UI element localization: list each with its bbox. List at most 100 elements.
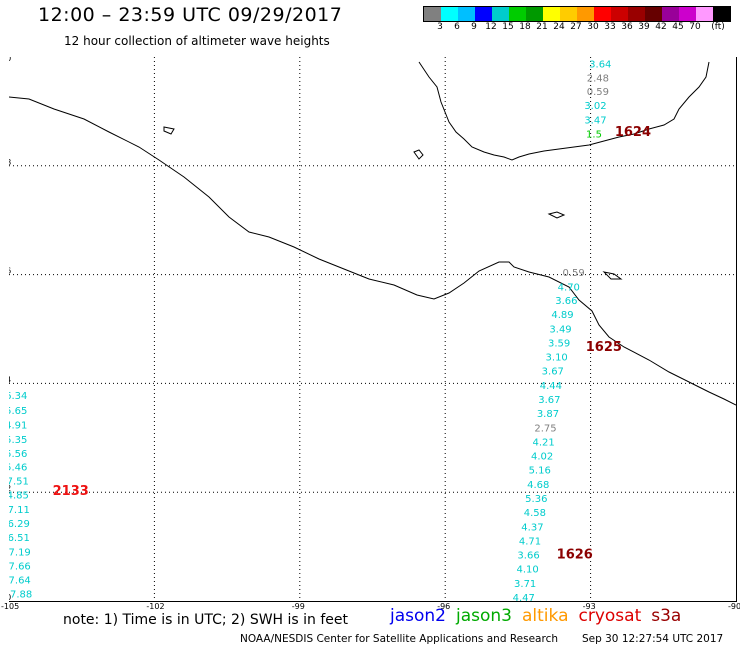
- swh-value: 4.21: [532, 437, 554, 448]
- swh-value: 3.49: [549, 324, 571, 335]
- colorbar-swatch: [526, 7, 543, 21]
- coastline-mexico: [8, 96, 737, 406]
- lon-label: -99: [291, 602, 305, 611]
- swh-value: 0.59: [587, 87, 609, 98]
- lon-label: -90: [728, 602, 740, 611]
- swh-value: 4.85: [9, 491, 29, 502]
- swh-value: 2.48: [587, 73, 609, 84]
- colorbar-label: 18: [519, 22, 531, 32]
- swh-value: 7.11: [9, 505, 30, 516]
- colorbar-swatch: [543, 7, 560, 21]
- colorbar-label: 42: [655, 22, 667, 32]
- colorbar-label: 3: [437, 22, 443, 32]
- colorbar-label: 30: [587, 22, 599, 32]
- legend-cryosat: cryosat: [578, 606, 642, 626]
- swh-value: 4.71: [519, 536, 541, 547]
- colorbar-swatch: [577, 7, 594, 21]
- colorbar-swatch: [645, 7, 662, 21]
- colorbar-swatch: [696, 7, 713, 21]
- colorbar: [423, 6, 731, 22]
- swh-value: 7.66: [9, 561, 31, 572]
- credit-text: NOAA/NESDIS Center for Satellite Applica…: [240, 633, 558, 645]
- swh-value: 3.47: [584, 115, 606, 126]
- swh-value: 4.91: [9, 421, 27, 432]
- colorbar-swatch: [679, 7, 696, 21]
- orbit-label: 1626: [557, 548, 593, 563]
- lat-label: 14: [9, 375, 11, 384]
- swh-value: 5.36: [525, 494, 547, 505]
- swh-value: 4.44: [540, 381, 562, 392]
- colorbar-label: 70: [689, 22, 701, 32]
- colorbar-labels: 3 6 9 12 15 18 21 24 27 30 33 36 39 42 45 70 (ft): [423, 22, 733, 36]
- swh-value: 4.89: [551, 310, 573, 321]
- colorbar-swatch: [475, 7, 492, 21]
- island: [547, 211, 566, 219]
- legend-altika: altika: [522, 606, 569, 626]
- colorbar-swatch: [662, 7, 679, 21]
- swh-value: 7.51: [9, 477, 29, 488]
- lon-label: -93: [582, 602, 596, 611]
- swh-value: 1.5: [586, 130, 602, 141]
- colorbar-label: 27: [570, 22, 582, 32]
- grid-lines: [9, 57, 736, 601]
- lon-label: -105: [1, 602, 20, 611]
- colorbar-label: (ft): [711, 22, 725, 32]
- legend-jason2: jason2: [390, 606, 446, 626]
- swh-value: 5.35: [9, 435, 27, 446]
- swh-value: 7.64: [9, 576, 31, 587]
- swh-value: 4.58: [524, 508, 546, 519]
- swh-value: 3.10: [546, 353, 568, 364]
- swh-value: 0.59: [563, 268, 585, 279]
- colorbar-swatch: [611, 7, 628, 21]
- colorbar-swatch: [560, 7, 577, 21]
- island: [413, 149, 424, 160]
- altimeter-tracks: 6.34 5.65 4.91 5.35 5.56 5.46 7.51 4.85 7.11 6.29…: [5, 45, 651, 633]
- map-canvas: 201816141210 6.345.654.915.355.565.467.5…: [1, 45, 737, 633]
- colorbar-label: 45: [672, 22, 684, 32]
- swh-value: 6.51: [9, 533, 30, 544]
- colorbar-swatch: [424, 7, 441, 21]
- page-subtitle: 12 hour collection of altimeter wave hei…: [64, 34, 330, 48]
- island: [163, 126, 175, 135]
- colorbar-swatch: [492, 7, 509, 21]
- colorbar-swatch: [628, 7, 645, 21]
- orbit-label: 1624: [615, 125, 651, 140]
- swh-value: 4.68: [527, 480, 549, 491]
- legend-s3a: s3a: [651, 606, 682, 626]
- swh-value: 2.75: [534, 423, 556, 434]
- colorbar-label: 33: [604, 22, 616, 32]
- swh-value: 4.70: [558, 282, 580, 293]
- lat-label: 20: [9, 57, 11, 63]
- timestamp-text: Sep 30 12:27:54 UTC 2017: [582, 633, 724, 645]
- coastline-gulf: [418, 61, 710, 161]
- orbit-label: 1625: [586, 340, 622, 355]
- swh-value: 6.29: [9, 519, 30, 530]
- colorbar-swatch: [509, 7, 526, 21]
- swh-value: 6.34: [9, 391, 27, 402]
- swh-value: 5.46: [9, 462, 27, 473]
- colorbar-label: 36: [621, 22, 633, 32]
- colorbar-label: 6: [454, 22, 460, 32]
- swh-value: 3.67: [538, 395, 560, 406]
- swh-value: 4.47: [513, 593, 535, 601]
- page-title: 12:00 – 23:59 UTC 09/29/2017: [38, 4, 343, 26]
- colorbar-swatch: [458, 7, 475, 21]
- swh-value: 3.66: [555, 296, 577, 307]
- swh-value: 4.10: [516, 565, 538, 576]
- swh-value: 5.65: [9, 406, 27, 417]
- swh-value: 7.19: [9, 547, 31, 558]
- colorbar-swatch: [594, 7, 611, 21]
- swh-value: 4.37: [521, 522, 543, 533]
- swh-value: 3.64: [589, 59, 611, 70]
- swh-value: 3.67: [542, 367, 564, 378]
- swh-value: 7.88: [10, 590, 32, 601]
- colorbar-label: 12: [485, 22, 497, 32]
- legend-jason3: jason3: [456, 606, 512, 626]
- swh-value: 3.02: [584, 101, 606, 112]
- swh-value: 5.16: [529, 466, 551, 477]
- lon-label: -96: [437, 602, 451, 611]
- colorbar-label: 24: [553, 22, 565, 32]
- orbit-label: 2133: [53, 484, 89, 499]
- swh-value: 3.71: [514, 579, 536, 590]
- lat-label: 18: [9, 158, 11, 167]
